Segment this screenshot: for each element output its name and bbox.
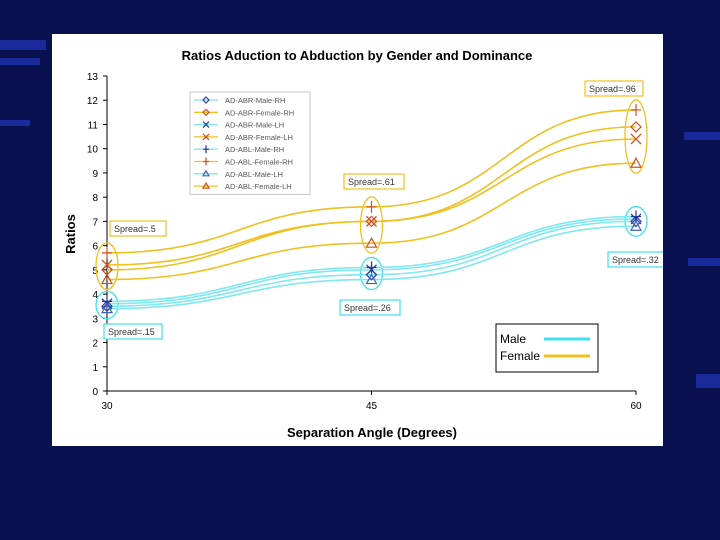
triangle-marker xyxy=(100,273,114,285)
x-marker xyxy=(202,133,210,141)
y-tick-label: 2 xyxy=(92,339,98,350)
x-axis-label: Separation Angle (Degrees) xyxy=(287,425,457,440)
y-tick-label: 0 xyxy=(92,387,98,398)
background-stripe xyxy=(696,374,720,388)
spread-annotation-label: Spread=.26 xyxy=(344,303,391,313)
triangle-marker xyxy=(100,302,114,314)
background-stripe xyxy=(0,120,30,126)
chart-title: Ratios Aduction to Abduction by Gender a… xyxy=(182,48,533,63)
spread-annotation-label: Spread=.15 xyxy=(108,327,155,337)
x-marker xyxy=(202,121,210,129)
spread-ellipse xyxy=(95,290,119,320)
spread-annotation-box xyxy=(584,80,644,97)
legend-series-label: AD-ABR-Male-RH xyxy=(225,96,285,105)
spread-annotation-label: Spread=.96 xyxy=(589,84,636,94)
background-stripe xyxy=(0,40,46,50)
background-stripe xyxy=(0,58,40,65)
chart-panel: Ratios Aduction to Abduction by Gender a… xyxy=(52,34,663,446)
y-tick-label: 4 xyxy=(92,290,98,301)
diamond-marker xyxy=(101,300,113,313)
series-legend-box xyxy=(189,91,311,195)
legend-series-label: AD-ABR-Female-LH xyxy=(225,133,293,142)
legend-series-label: AD-ABR-Female-RH xyxy=(225,108,294,117)
y-tick-label: 12 xyxy=(87,96,99,107)
group-legend-box xyxy=(495,323,599,373)
group-legend-label: Male xyxy=(500,332,526,346)
diamond-marker xyxy=(202,96,210,104)
plus-marker xyxy=(366,200,377,213)
legend-series-label: AD-ABL-Male-LH xyxy=(225,170,283,179)
spread-annotation-label: Spread=.32 xyxy=(612,255,659,265)
triangle-marker xyxy=(201,169,211,177)
diamond-marker xyxy=(630,121,642,133)
y-tick-label: 9 xyxy=(92,169,98,180)
spread-annotation-label: Spread=.5 xyxy=(114,224,156,234)
diamond-marker xyxy=(202,108,210,117)
y-axis-label: Ratios xyxy=(63,214,78,254)
spread-annotation-label: Spread=.61 xyxy=(348,177,395,187)
y-tick-label: 8 xyxy=(92,193,98,204)
x-marker xyxy=(101,259,113,271)
plus-marker xyxy=(631,103,641,116)
spread-ellipse xyxy=(359,256,384,291)
background-stripe xyxy=(688,258,720,266)
y-tick-label: 13 xyxy=(87,72,99,83)
background-stripe xyxy=(684,132,720,140)
spread-ellipse xyxy=(359,196,384,254)
legend-series-label: AD-ABR-Male-LH xyxy=(225,121,284,130)
spread-ellipse xyxy=(624,99,648,174)
triangle-marker xyxy=(201,181,211,189)
spread-annotation-box xyxy=(343,173,405,190)
plus-marker xyxy=(203,157,209,166)
group-legend-label: Female xyxy=(500,349,540,363)
plus-marker xyxy=(102,246,112,259)
series-line xyxy=(106,126,637,271)
legend-series-label: AD-ABL-Female-RH xyxy=(225,158,293,167)
spread-annotation-box xyxy=(607,251,663,268)
triangle-marker xyxy=(629,219,643,231)
spread-annotation-box xyxy=(339,299,401,316)
legend-series-label: AD-ABL-Female-LH xyxy=(225,182,292,191)
x-tick-label: 45 xyxy=(366,401,378,412)
spread-ellipse xyxy=(95,242,119,291)
spread-annotation-box xyxy=(109,220,167,237)
diamond-marker xyxy=(630,215,642,228)
y-tick-label: 3 xyxy=(92,314,98,325)
x-tick-label: 30 xyxy=(101,401,113,412)
plus-marker xyxy=(203,145,209,154)
y-tick-label: 5 xyxy=(92,266,98,277)
diamond-marker xyxy=(365,215,378,228)
series-line xyxy=(106,162,637,281)
y-tick-label: 11 xyxy=(88,120,99,131)
y-tick-label: 10 xyxy=(87,145,99,156)
plus-marker xyxy=(102,295,112,308)
x-tick-label: 60 xyxy=(630,401,642,412)
legend-series-label: AD-ABL-Male-RH xyxy=(225,145,284,154)
spread-annotation-box xyxy=(103,323,163,340)
line-chart: Ratios Aduction to Abduction by Gender a… xyxy=(63,48,663,440)
y-tick-label: 7 xyxy=(92,217,98,228)
x-marker xyxy=(366,215,377,227)
triangle-marker xyxy=(629,156,643,168)
triangle-marker xyxy=(365,236,378,248)
plus-marker xyxy=(366,261,377,274)
y-tick-label: 1 xyxy=(92,363,98,374)
triangle-marker xyxy=(365,273,378,285)
x-marker xyxy=(630,133,642,145)
y-tick-label: 6 xyxy=(92,242,98,253)
